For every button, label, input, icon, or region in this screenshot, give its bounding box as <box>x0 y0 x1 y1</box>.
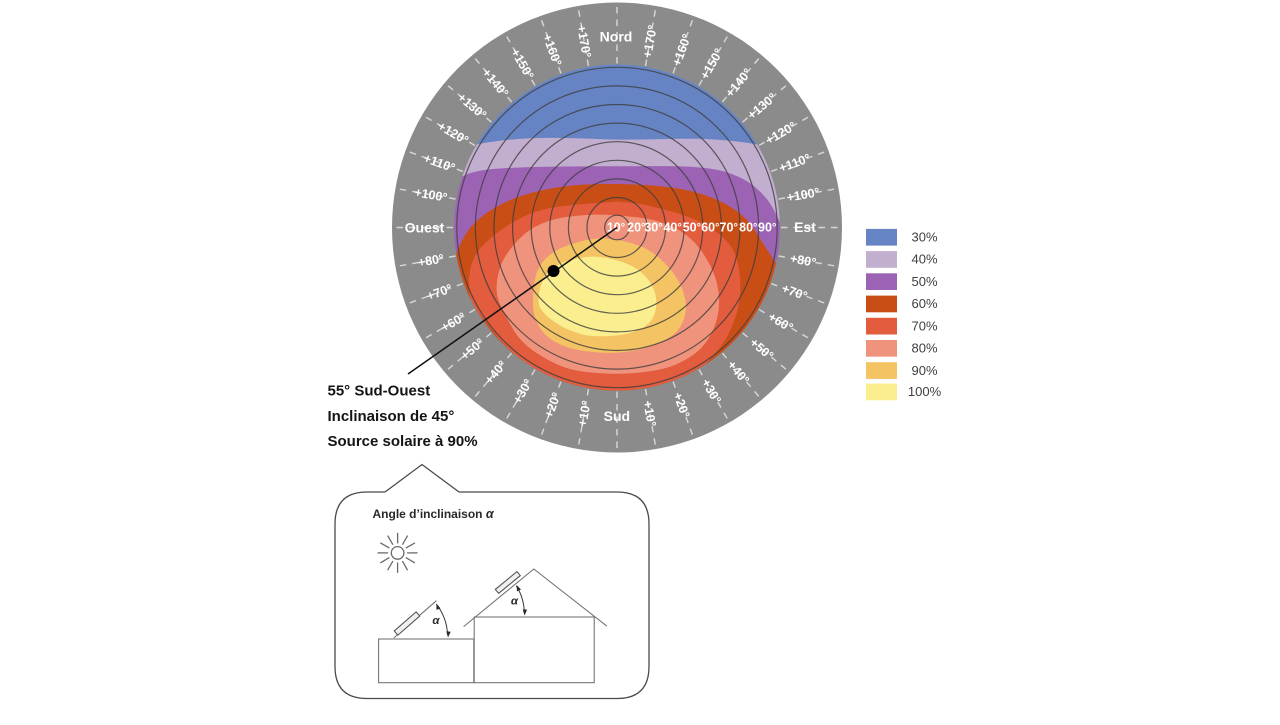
svg-text:Angle d’inclinaison α: Angle d’inclinaison α <box>373 507 495 521</box>
svg-text:55° Sud-Ouest: 55° Sud-Ouest <box>328 383 431 400</box>
svg-text:40%: 40% <box>911 252 937 267</box>
svg-text:90°: 90° <box>758 221 776 235</box>
svg-text:80%: 80% <box>911 341 937 356</box>
svg-text:80°: 80° <box>739 221 757 235</box>
svg-text:+170°: +170° <box>640 24 660 59</box>
svg-text:Inclinaison de 45°: Inclinaison de 45° <box>328 408 455 425</box>
svg-text:50°: 50° <box>683 221 701 235</box>
svg-text:40°: 40° <box>663 221 681 235</box>
svg-text:Est: Est <box>794 219 816 235</box>
svg-text:30°: 30° <box>644 221 662 235</box>
svg-text:Nord: Nord <box>600 29 633 45</box>
svg-text:+10°: +10° <box>575 400 593 428</box>
svg-text:Source solaire à 90%: Source solaire à 90% <box>328 433 478 450</box>
svg-text:90%: 90% <box>911 363 937 378</box>
svg-text:+10°: +10° <box>640 400 658 428</box>
svg-text:α: α <box>511 596 519 608</box>
svg-text:100%: 100% <box>908 384 942 399</box>
svg-text:α: α <box>432 615 440 627</box>
svg-text:+80°: +80° <box>789 251 817 269</box>
svg-text:20°: 20° <box>627 221 645 235</box>
svg-text:+100°: +100° <box>413 185 448 205</box>
svg-text:+170°: +170° <box>574 24 594 59</box>
svg-text:Ouest: Ouest <box>405 220 445 236</box>
svg-text:+80°: +80° <box>417 251 445 269</box>
svg-text:+100°: +100° <box>786 185 821 205</box>
svg-text:50%: 50% <box>911 274 937 289</box>
svg-text:70%: 70% <box>911 318 937 333</box>
svg-text:30%: 30% <box>911 229 937 244</box>
svg-text:60%: 60% <box>911 296 937 311</box>
svg-text:70°: 70° <box>720 221 738 235</box>
svg-text:60°: 60° <box>701 221 719 235</box>
svg-text:Sud: Sud <box>604 408 630 424</box>
